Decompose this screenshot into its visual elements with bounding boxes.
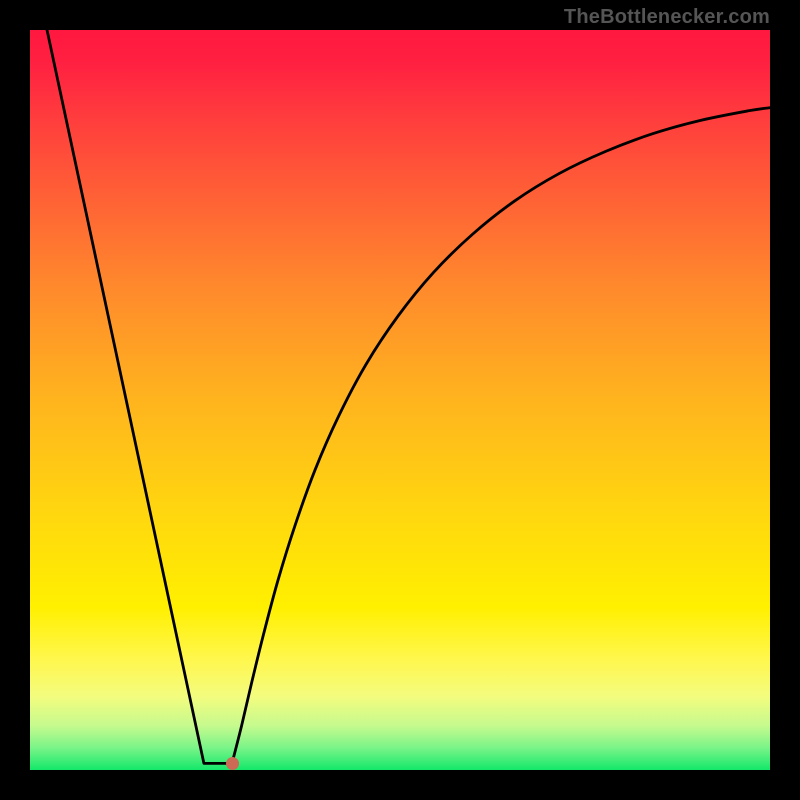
plot-area [30,30,770,770]
vertex-marker [226,757,239,770]
curve-layer [30,30,770,770]
watermark-text: TheBottlenecker.com [564,6,770,29]
gradient-background [30,30,770,770]
chart-curve [47,30,770,763]
chart-container: TheBottlenecker.com [0,0,800,800]
